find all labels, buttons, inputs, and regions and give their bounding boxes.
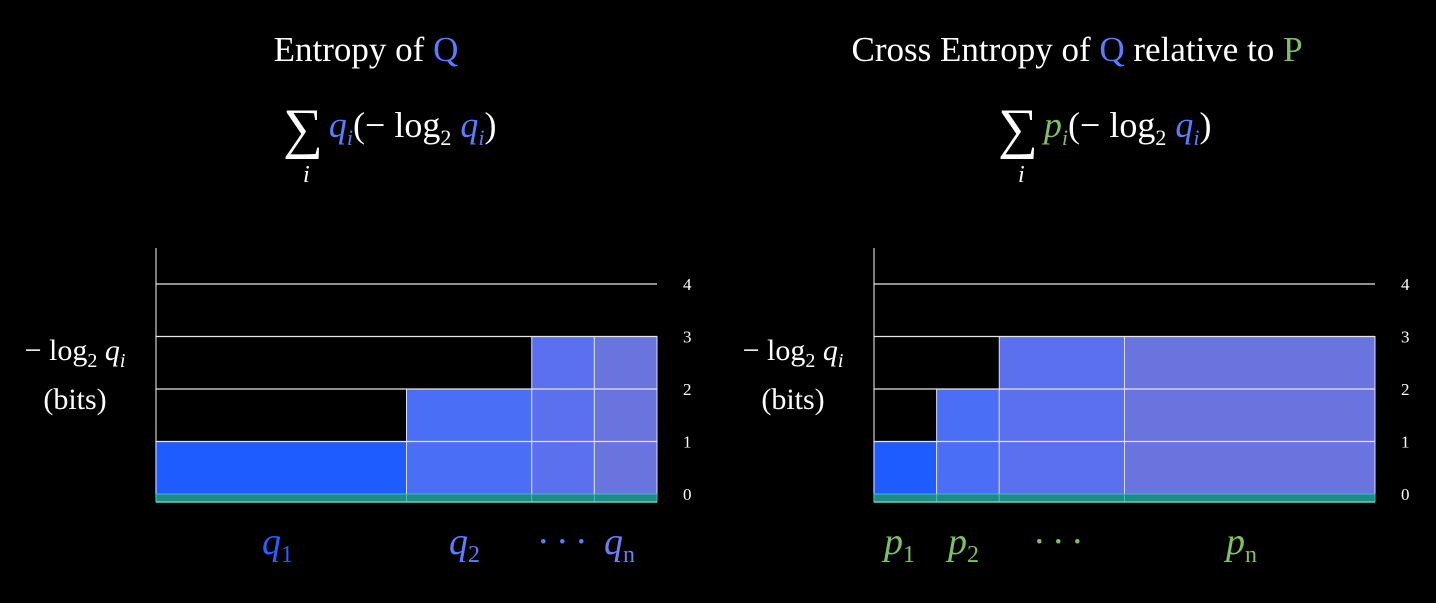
arg-var: q xyxy=(1175,105,1194,145)
x-label-2: · · · xyxy=(1034,520,1082,564)
formula-close: ) xyxy=(484,105,497,145)
ylabel-var: q xyxy=(104,334,120,367)
arg-sub: i xyxy=(478,125,485,150)
weight-var: q xyxy=(328,105,347,145)
tick-label-2: 2 xyxy=(1401,380,1410,399)
tick-label-1: 1 xyxy=(683,433,692,452)
x-label-0: q1 xyxy=(262,520,293,568)
cross-entropy-chart: 0 1 2 3 4 xyxy=(873,248,1410,504)
title-p: P xyxy=(1283,30,1303,69)
sum-symbol: ∑ i xyxy=(998,101,1038,188)
arg-sub: i xyxy=(1193,125,1200,150)
ylabel-var: q xyxy=(822,334,838,367)
x-label-1: q2 xyxy=(449,520,480,568)
weight-sub: i xyxy=(346,125,354,150)
tick-label-0: 0 xyxy=(683,485,692,504)
x-label-main: p xyxy=(1226,521,1245,563)
ylabel-units: (bits) xyxy=(43,383,107,416)
title-q: Q xyxy=(1099,30,1125,69)
x-label-1: p2 xyxy=(948,520,979,568)
x-label-2: · · · xyxy=(538,520,586,564)
bar-q3 xyxy=(531,336,595,495)
x-label-main: p xyxy=(948,521,967,563)
cross-entropy-panel: Cross Entropy of Q relative to P ∑ i pi(− … xyxy=(718,0,1436,603)
x-label-sub: n xyxy=(1245,542,1257,568)
x-label-3: pn xyxy=(1226,520,1257,568)
base-strip-q3 xyxy=(531,493,595,503)
bar-q1 xyxy=(155,441,407,495)
x-label-sub: 1 xyxy=(281,542,293,568)
base-strip-q1 xyxy=(155,493,407,503)
ylabel-var-sub: i xyxy=(119,350,126,372)
formula-open: (− log xyxy=(1068,105,1156,145)
arg-var: q xyxy=(460,105,479,145)
formula-arg: qi xyxy=(1175,105,1199,150)
ylabel-text: − log xyxy=(24,334,88,367)
x-label-sub: 2 xyxy=(967,542,979,568)
title-text: Cross Entropy of xyxy=(851,30,1100,69)
entropy-title: Entropy of Q xyxy=(7,30,725,70)
formula-weight: pi xyxy=(1043,105,1068,150)
ylabel-var-sub: i xyxy=(837,350,844,372)
formula-arg: qi xyxy=(460,105,484,150)
x-label-main: · · · xyxy=(1034,521,1082,563)
base-strip-qn xyxy=(593,493,658,503)
formula-open: (− log xyxy=(353,105,441,145)
x-label-3: qn xyxy=(604,520,635,568)
x-label-sub: 2 xyxy=(468,542,480,568)
base-strip-q2 xyxy=(406,493,533,503)
tick-label-0: 0 xyxy=(1401,485,1410,504)
ylabel-base: 2 xyxy=(87,350,98,372)
title-text: Entropy of xyxy=(273,30,434,69)
x-label-0: p1 xyxy=(884,520,915,568)
x-label-sub: n xyxy=(623,542,635,568)
y-axis-label: − log2 qi (bits) xyxy=(718,328,868,423)
tick-label-1: 1 xyxy=(1401,433,1410,452)
x-label-main: · · · xyxy=(538,521,586,563)
bar-p3 xyxy=(998,336,1125,495)
formula-weight: qi xyxy=(328,105,353,150)
formula-close: ) xyxy=(1199,105,1212,145)
tick-label-2: 2 xyxy=(683,380,692,399)
x-label-main: q xyxy=(449,521,468,563)
sum-index: i xyxy=(303,162,310,188)
base-strip-p2 xyxy=(936,493,1000,503)
base-strip-p1 xyxy=(873,493,938,503)
bar-qn xyxy=(593,336,658,495)
title-mid: relative to xyxy=(1124,30,1284,69)
x-label-main: q xyxy=(262,521,281,563)
log-base: 2 xyxy=(1155,125,1167,150)
sum-symbol: ∑ i xyxy=(283,101,323,188)
cross-entropy-title: Cross Entropy of Q relative to P xyxy=(683,30,1436,70)
x-label-sub: 1 xyxy=(903,542,915,568)
base-strip-p3 xyxy=(998,493,1125,503)
bar-p1 xyxy=(873,441,938,495)
x-label-main: q xyxy=(604,521,623,563)
ylabel-units: (bits) xyxy=(761,383,825,416)
bar-pn xyxy=(1124,336,1376,495)
cross-entropy-formula: ∑ i pi(− log2 qi) xyxy=(998,101,1212,188)
x-label-main: p xyxy=(884,521,903,563)
tick-label-4: 4 xyxy=(683,275,692,294)
entropy-formula: ∑ i qi(− log2 qi) xyxy=(283,101,497,188)
sum-index: i xyxy=(1018,162,1025,188)
ylabel-base: 2 xyxy=(805,350,816,372)
entropy-chart: 0 1 2 3 4 xyxy=(155,248,692,504)
entropy-panel: Entropy of Q ∑ i qi(− log2 qi) − log2 qi (… xyxy=(0,30,692,568)
log-base: 2 xyxy=(440,125,452,150)
base-strip-pn xyxy=(1124,493,1376,503)
title-q: Q xyxy=(433,30,459,69)
weight-sub: i xyxy=(1061,125,1069,150)
tick-label-3: 3 xyxy=(1401,328,1410,347)
weight-var: p xyxy=(1043,105,1062,145)
y-axis-label: − log2 qi (bits) xyxy=(0,328,150,423)
tick-label-4: 4 xyxy=(1401,275,1410,294)
ylabel-text: − log xyxy=(742,334,806,367)
tick-label-3: 3 xyxy=(683,328,692,347)
